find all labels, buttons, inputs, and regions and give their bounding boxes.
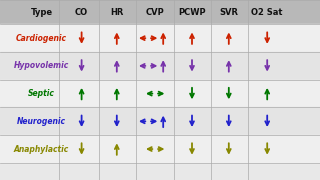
Text: SVR: SVR	[219, 8, 238, 17]
Text: Neurogenic: Neurogenic	[17, 117, 66, 126]
Text: CVP: CVP	[146, 8, 164, 17]
Text: O2 Sat: O2 Sat	[252, 8, 283, 17]
Text: Anaphylactic: Anaphylactic	[14, 145, 69, 154]
Text: Hypovolemic: Hypovolemic	[14, 61, 69, 70]
Text: Type: Type	[30, 8, 53, 17]
Text: PCWP: PCWP	[178, 8, 206, 17]
Bar	[0, 52, 320, 80]
Text: Cardiogenic: Cardiogenic	[16, 34, 67, 43]
Bar	[0, 80, 320, 107]
Text: HR: HR	[110, 8, 124, 17]
Bar	[0, 0, 320, 24]
Bar	[0, 24, 320, 52]
Bar	[0, 107, 320, 135]
Text: CO: CO	[75, 8, 88, 17]
Text: Septic: Septic	[28, 89, 55, 98]
Bar	[0, 135, 320, 163]
